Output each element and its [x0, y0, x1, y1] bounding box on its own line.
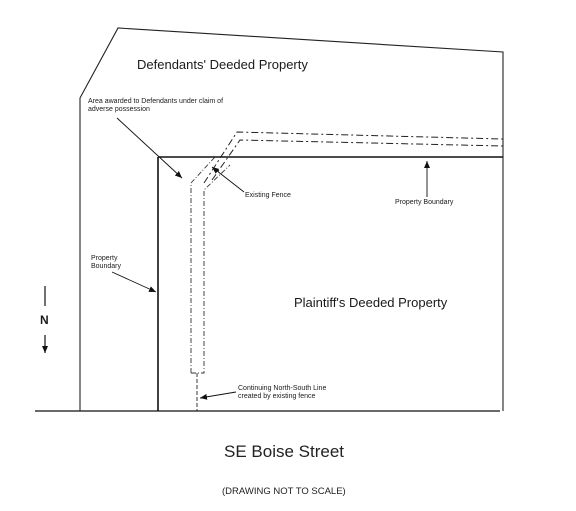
continuing-line-leader [199, 391, 237, 400]
property-boundary-left-label: Property Boundary [91, 255, 121, 271]
continuing-line-label: Continuing North-South Line created by e… [238, 385, 326, 401]
scale-note: (DRAWING NOT TO SCALE) [222, 486, 346, 497]
property-boundary-left-line2: Boundary [91, 263, 121, 270]
property-boundary-top-label: Property Boundary [395, 199, 454, 206]
property-boundary-left-leader [111, 271, 157, 293]
defendants-property-label: Defendants' Deeded Property [137, 57, 308, 72]
street-label: SE Boise Street [224, 442, 345, 461]
property-boundary-left-line1: Property [91, 255, 118, 262]
defendants-parcel-outline [79, 27, 504, 411]
continuing-line2: created by existing fence [238, 393, 316, 400]
existing-fence-leader [211, 166, 245, 193]
existing-fence-label: Existing Fence [245, 192, 291, 199]
existing-fence-line [203, 131, 504, 184]
north-label: N [40, 313, 49, 327]
area-awarded-leader [116, 117, 183, 179]
area-awarded-line2: adverse possession [88, 106, 150, 113]
continuing-line1: Continuing North-South Line [238, 385, 327, 392]
area-awarded-label: Area awarded to Defendants under claim o… [88, 98, 223, 114]
area-awarded-line1: Area awarded to Defendants under claim o… [88, 98, 224, 105]
adverse-possession-strip [190, 156, 216, 373]
plaintiffs-property-label: Plaintiff's Deeded Property [294, 295, 448, 310]
